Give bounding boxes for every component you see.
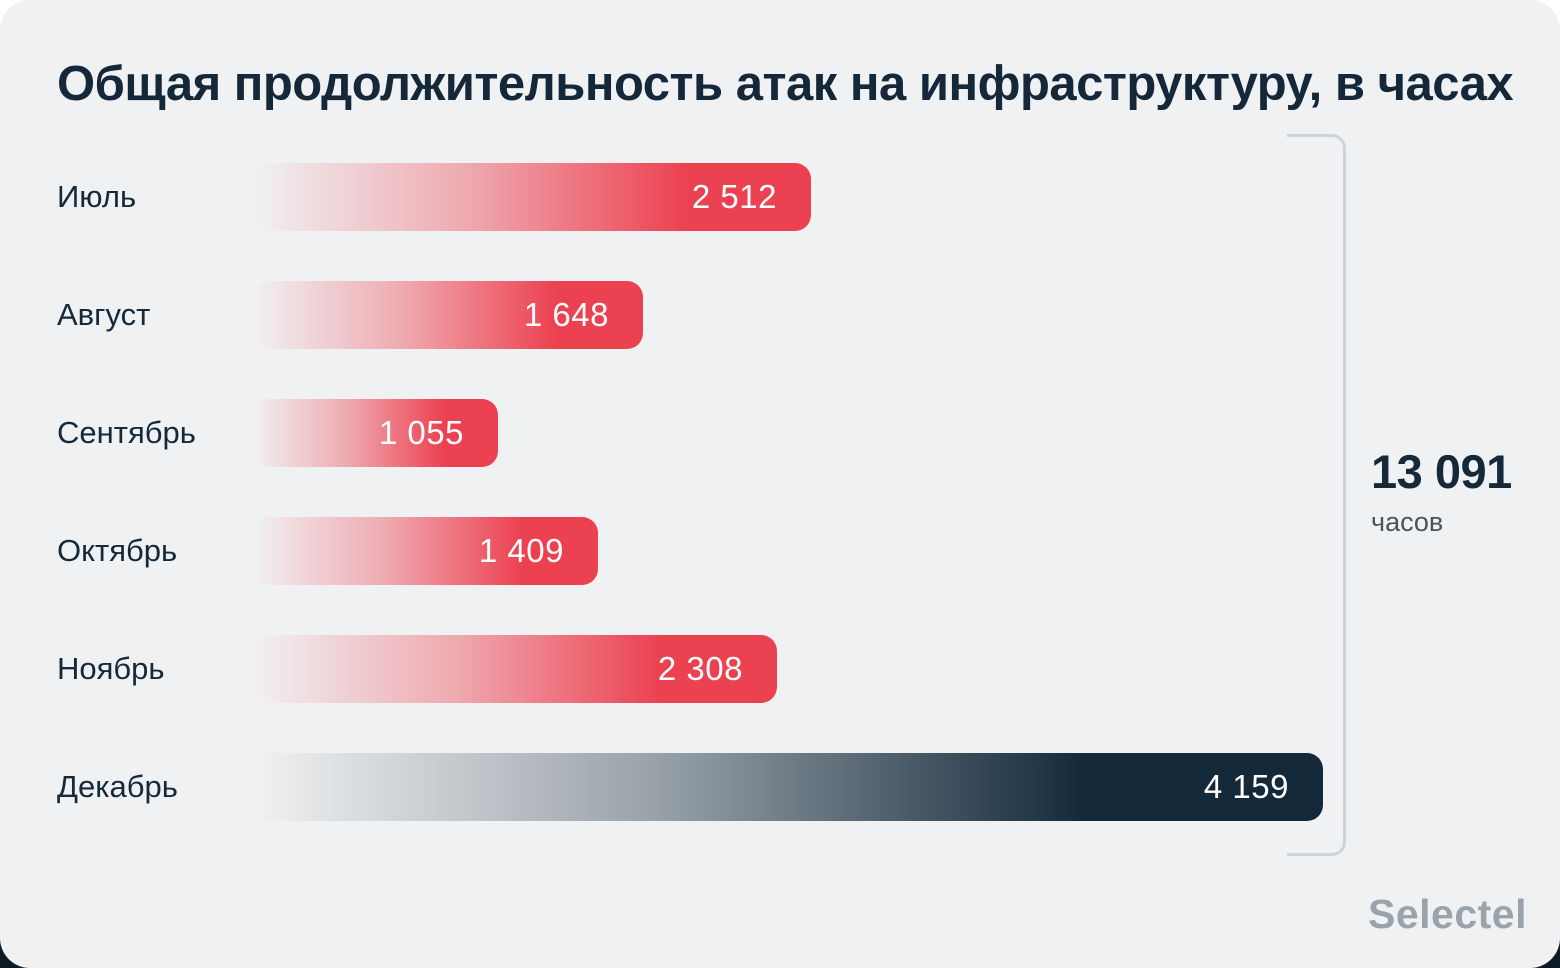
category-label: Июль [57,179,137,214]
category-label: Ноябрь [57,651,165,686]
bar-row-october: Октябрь 1 409 [0,517,1560,585]
bar-october: 1 409 [253,517,598,585]
category-label: Октябрь [57,533,178,568]
chart-title: Общая продолжительность атак на инфрастр… [57,57,1514,111]
bar-value-label: 2 512 [691,178,777,215]
bar-november: 2 308 [253,635,777,703]
bar-row-july: Июль 2 512 [0,163,1560,231]
bar-july: 2 512 [253,163,811,231]
bar-value-label: 1 055 [378,414,464,451]
bar-row-november: Ноябрь 2 308 [0,635,1560,703]
total-unit: часов [1371,507,1444,537]
bar-row-december: Декабрь 4 159 [0,753,1560,821]
total-value: 13 091 [1371,445,1512,498]
category-label: Декабрь [57,769,178,804]
category-label: Август [57,297,151,332]
selectel-logo: Selectel [1368,891,1527,937]
bar-september: 1 055 [253,399,498,467]
bar-august: 1 648 [253,281,643,349]
total-annotation: 13 091 часов [1371,444,1512,538]
bar-value-label: 1 409 [478,532,564,569]
total-bracket [1287,134,1346,856]
bar-row-september: Сентябрь 1 055 [0,399,1560,467]
bar-december: 4 159 [253,753,1323,821]
bar-row-august: Август 1 648 [0,281,1560,349]
bar-value-label: 1 648 [523,296,609,333]
category-label: Сентябрь [57,415,196,450]
bar-value-label: 2 308 [657,650,743,687]
bar-value-label: 4 159 [1203,768,1289,805]
